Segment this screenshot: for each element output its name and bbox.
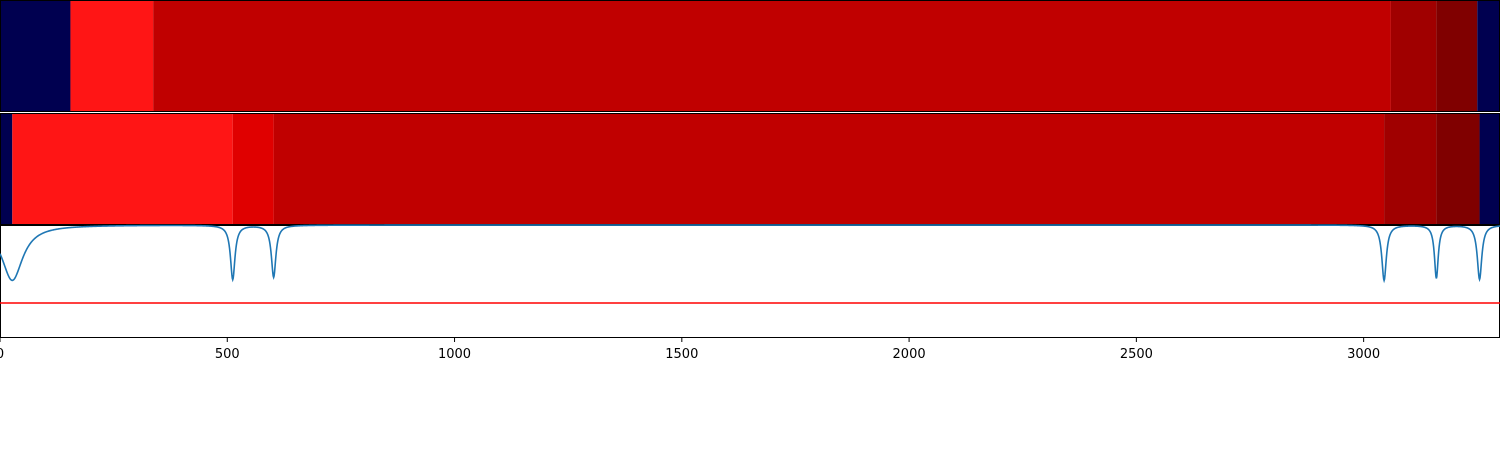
track-1 [0,0,1500,112]
track-1-segment-4 [1390,0,1437,112]
x-tick-label-2000: 2000 [893,347,926,362]
x-tick-label-1000: 1000 [438,347,471,362]
track-2 [0,113,1500,225]
track-2-segment-5 [1384,113,1437,225]
x-tick-label-1500: 1500 [665,347,698,362]
signal-panel-frame [0,225,1500,338]
x-tick-label-3000: 3000 [1347,347,1380,362]
track-2-segment-1 [0,113,13,225]
track-1-segment-5 [1436,0,1478,112]
x-tick-label-2500: 2500 [1120,347,1153,362]
x-tick-label-500: 500 [215,347,240,362]
x-axis: 0 500 1000 1500 2000 2500 3000 [0,338,1380,362]
x-tick-label-0: 0 [0,347,4,362]
track-2-segment-6 [1436,113,1480,225]
track-2-segment-2 [12,113,233,225]
track-1-segment-3 [153,0,1391,112]
signal-panel [0,224,1500,338]
segment-tracks [0,0,1500,225]
track-2-segment-4 [273,113,1385,225]
track-2-segment-3 [232,113,274,225]
track-1-segment-1 [0,0,71,112]
track-1-segment-6 [1477,0,1500,112]
signal-line [0,224,1500,284]
track-1-segment-2 [70,0,154,112]
track-2-segment-7 [1479,113,1500,225]
